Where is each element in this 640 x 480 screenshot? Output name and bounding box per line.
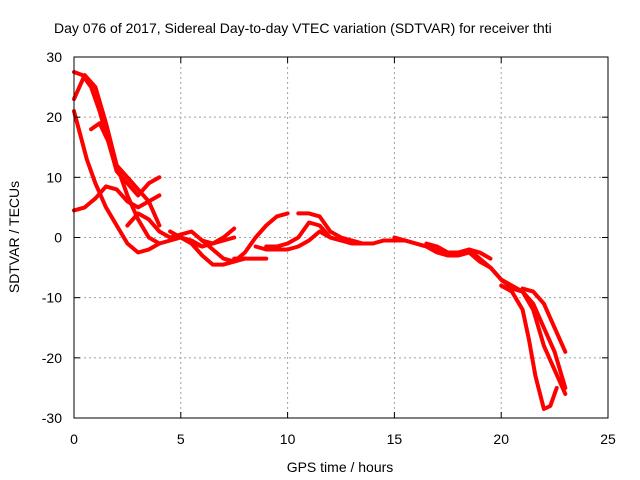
y-tick-label: 20 — [46, 109, 62, 125]
y-tick-label: -10 — [42, 290, 62, 306]
y-tick-labels: -30 -20 -10 0 10 20 30 — [42, 49, 62, 426]
chart-title: Day 076 of 2017, Sidereal Day-to-day VTE… — [54, 20, 552, 36]
series-line-arc-6 — [125, 211, 247, 264]
x-tick-label: 0 — [70, 431, 78, 447]
y-axis-label: SDTVAR / TECUs — [6, 181, 22, 293]
x-tick-label: 10 — [280, 431, 296, 447]
x-tick-label: 25 — [600, 431, 616, 447]
series-line-arc-5 — [89, 121, 162, 198]
data-series — [72, 70, 568, 411]
series-line-arc-15 — [392, 235, 568, 390]
series-line-arc-13 — [296, 211, 365, 246]
x-axis-label: GPS time / hours — [287, 459, 394, 475]
y-tick-label: -30 — [42, 410, 62, 426]
series-line-arc-4 — [72, 184, 162, 213]
y-tick-label: -20 — [42, 350, 62, 366]
series-line-arc-18 — [520, 286, 568, 354]
x-tick-labels: 0 5 10 15 20 25 — [70, 431, 616, 447]
series-line-arc-16 — [424, 241, 493, 261]
x-tick-label: 15 — [387, 431, 403, 447]
series-line-arc-7 — [168, 229, 237, 249]
series-line-arc-9 — [200, 226, 237, 246]
plot-frame — [73, 56, 609, 419]
x-tick-label: 5 — [177, 431, 185, 447]
series-line-arc-11 — [253, 229, 375, 252]
series-line-arc-1 — [72, 109, 162, 255]
x-tick-label: 20 — [493, 431, 509, 447]
y-tick-label: 0 — [54, 230, 62, 246]
series-line-arc-17 — [499, 283, 559, 411]
y-tick-label: 10 — [46, 169, 62, 185]
y-tick-label: 30 — [46, 49, 62, 65]
